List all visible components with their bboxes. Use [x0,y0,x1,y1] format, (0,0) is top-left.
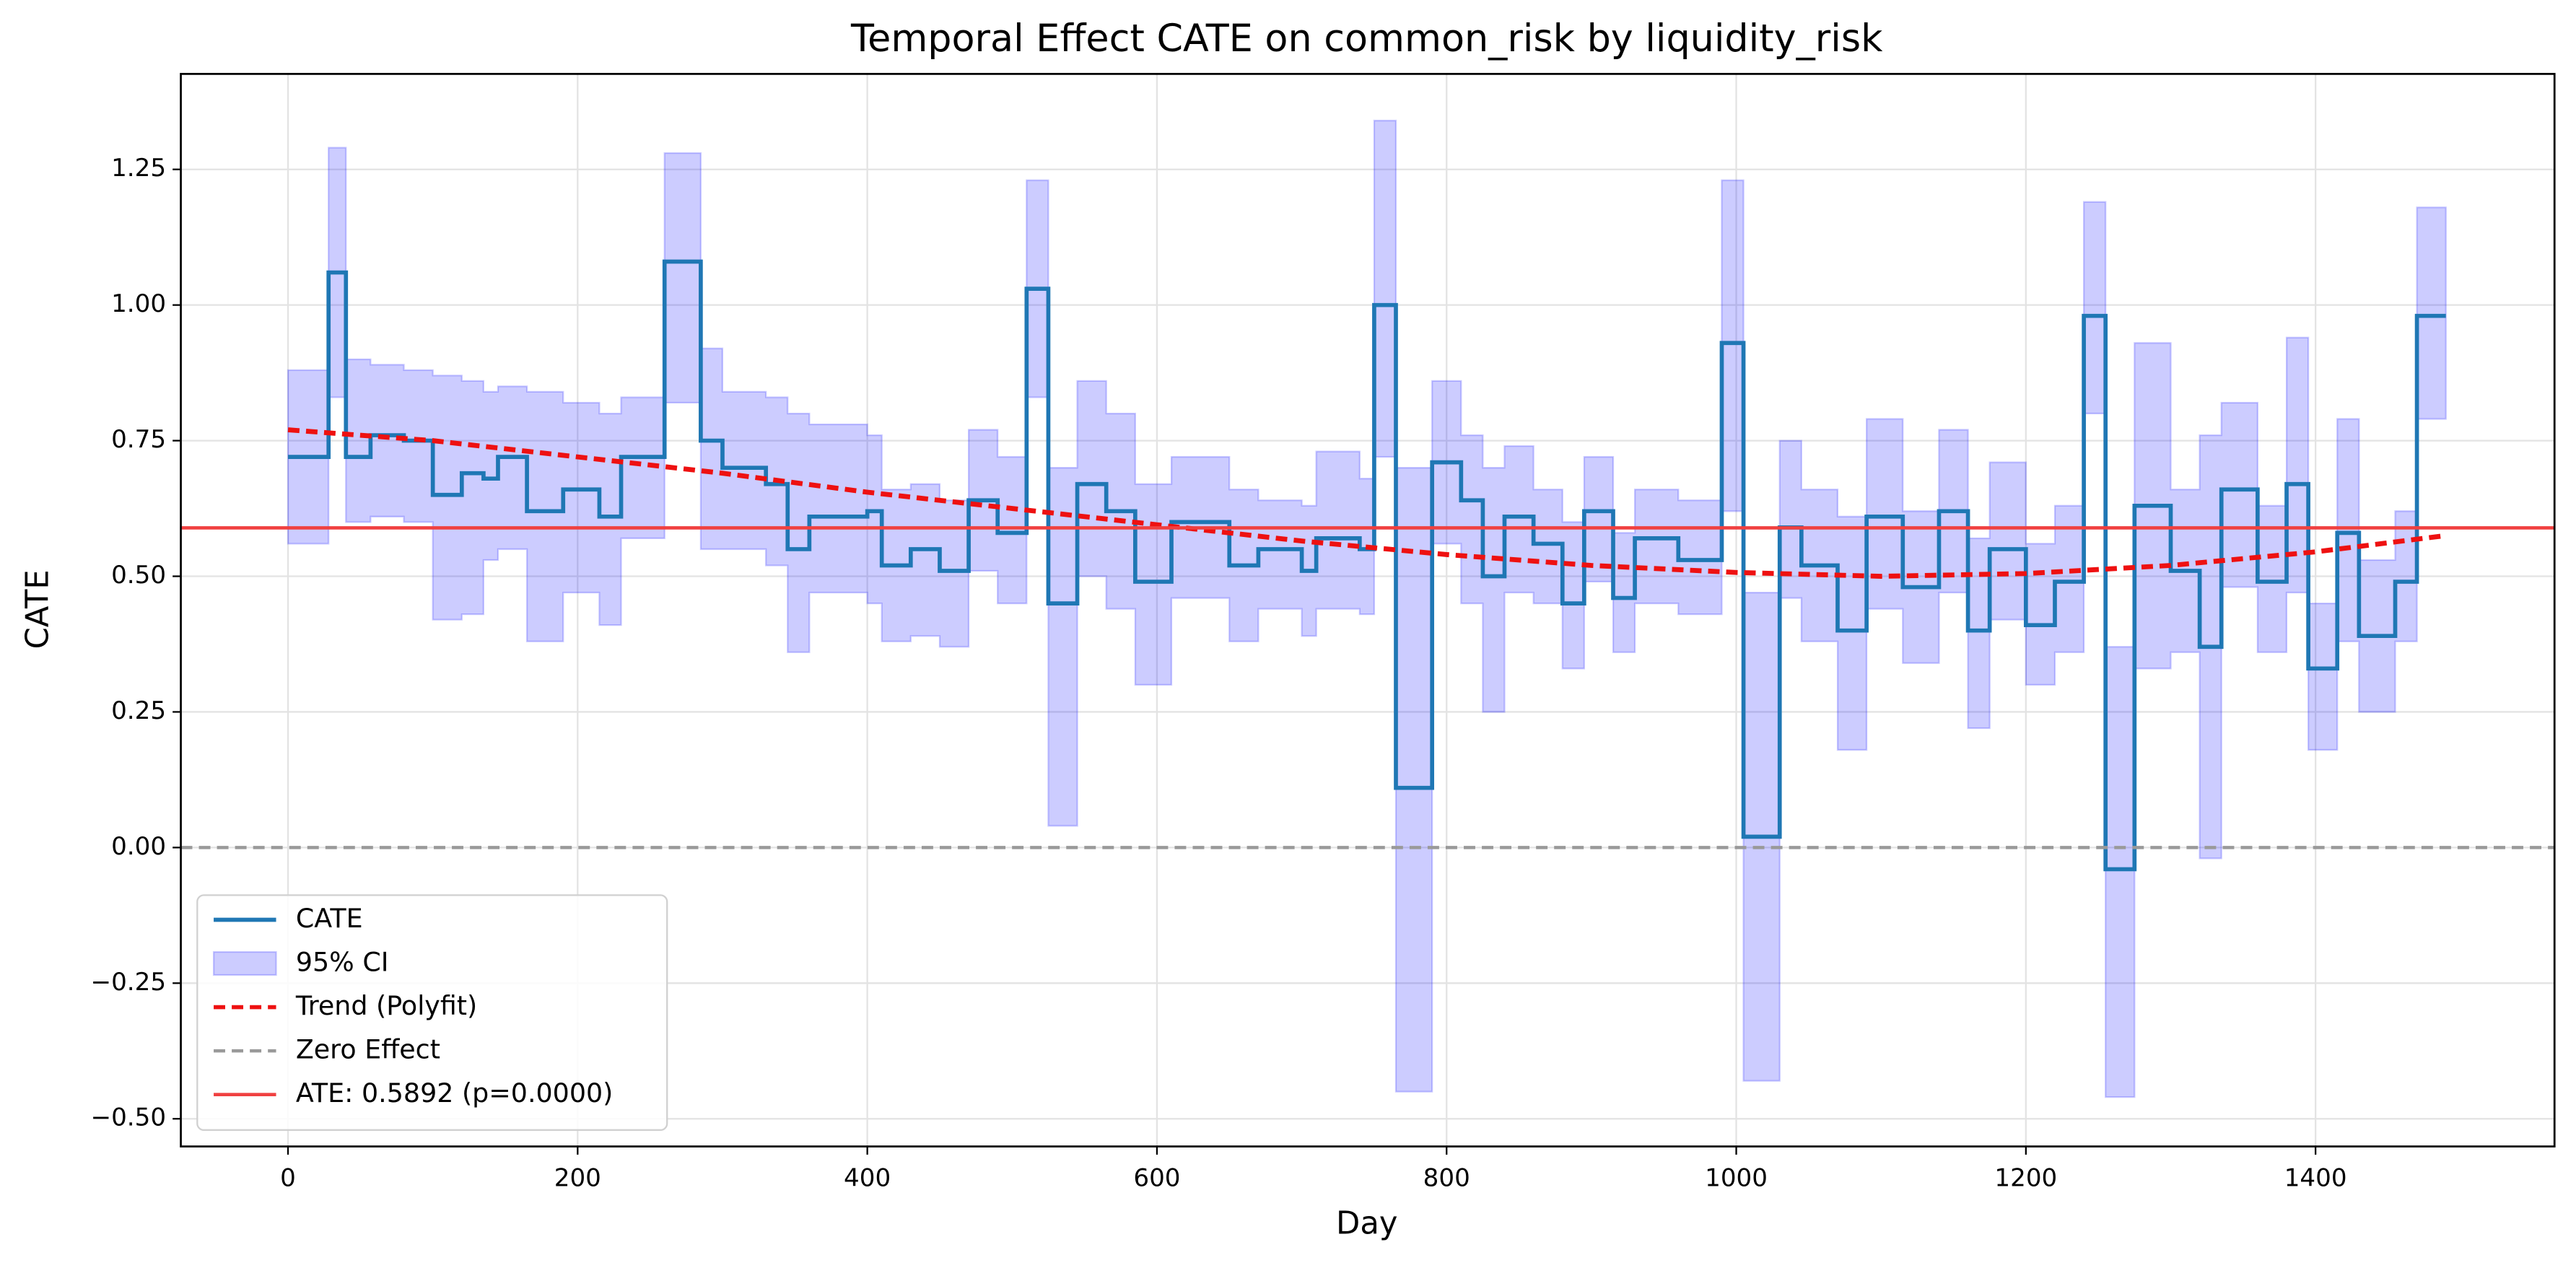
x-tick-label: 1200 [1994,1164,2057,1193]
legend: CATE 95% CI Trend (Polyfit) Zero Effect ATE:… [196,894,668,1131]
y-tick-label: 0.25 [111,696,166,725]
ci-band [287,119,2447,1098]
y-tick-label: 0.50 [111,561,166,590]
x-tick-label: 800 [1423,1164,1470,1193]
x-tick-label: 400 [844,1164,891,1193]
legend-label: CATE [296,903,363,934]
x-tick-label: 200 [554,1164,601,1193]
y-tick-label: 0.00 [111,832,166,861]
x-tick-label: 600 [1133,1164,1180,1193]
legend-label: 95% CI [296,947,389,978]
x-axis-label: Day [1336,1205,1397,1241]
legend-box [196,894,668,1131]
legend-label: ATE: 0.5892 (p=0.0000) [296,1077,614,1109]
chart-title: Temporal Effect CATE on common_risk by l… [850,17,1883,61]
y-tick-label: −0.50 [90,1103,166,1132]
legend-label: Zero Effect [296,1034,440,1065]
x-tick-label: 1000 [1705,1164,1768,1193]
cate-line [288,259,2446,872]
x-tick-label: 0 [280,1164,296,1193]
plot-area [180,119,2555,1098]
y-tick-label: 1.25 [111,154,166,183]
plot-frame [180,73,2556,1147]
trend-line [287,427,2447,579]
y-tick-label: 1.00 [111,289,166,318]
legend-swatch [212,950,277,976]
y-tick-label: −0.25 [90,968,166,997]
x-tick-label: 1400 [2284,1164,2347,1193]
y-tick-label: 0.75 [111,425,166,454]
y-axis-label: CATE [19,569,56,649]
legend-label: Trend (Polyfit) [295,990,477,1021]
